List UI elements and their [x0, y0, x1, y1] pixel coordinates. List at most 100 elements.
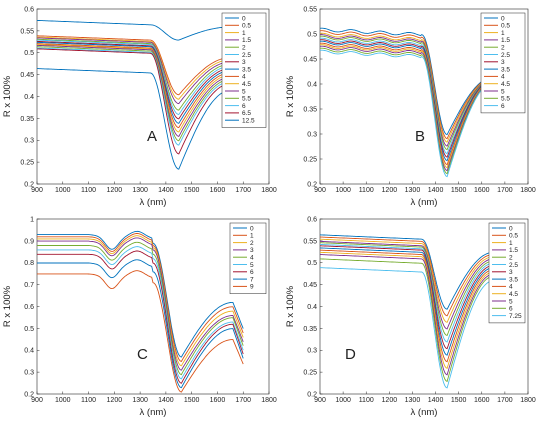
x-tick-label: 900: [31, 397, 43, 404]
series-line-1: [320, 238, 494, 323]
chart-panel-b: 900 1000 1100 1200 1300 1400 1500 1600 1700 1800 0…: [285, 6, 536, 208]
legend-label: 3: [242, 59, 246, 66]
series-line-0.5: [319, 236, 494, 317]
series-line-1.5: [320, 240, 494, 330]
legend-label: 5.5: [501, 96, 510, 103]
legend-label: 6: [242, 103, 246, 110]
y-tick-label: 0.45: [303, 282, 317, 289]
series-line-3: [320, 245, 494, 350]
x-tick-label: 1400: [158, 397, 174, 404]
y-tick-label: 0.35: [303, 326, 317, 333]
series-line-6.5: [37, 48, 231, 155]
y-tick-label: 0.55: [303, 238, 317, 245]
x-tick-label: 900: [314, 187, 326, 194]
legend-label: 1: [242, 30, 246, 37]
y-axis-label: R x 100%: [285, 285, 296, 327]
y-tick-label: 0.5: [307, 31, 317, 38]
x-tick-label: 1400: [158, 187, 174, 194]
legend-label: 12.5: [242, 118, 255, 125]
legend-label: 2.5: [509, 262, 518, 269]
y-tick-label: 0.2: [24, 181, 34, 188]
x-tick-label: 1000: [55, 187, 71, 194]
x-tick-label: 1100: [359, 187, 374, 194]
legend-label: 4: [501, 74, 505, 81]
series-line-2.5: [319, 37, 494, 155]
x-tick-label: 1700: [235, 187, 251, 194]
series-line-2.5: [36, 39, 231, 116]
legend-label: 7.25: [509, 313, 522, 320]
x-tick-label: 1100: [81, 187, 96, 194]
x-tick-label: 1200: [107, 397, 123, 404]
y-tick-label: 0.4: [307, 304, 317, 311]
x-axis-label: λ (nm): [411, 407, 438, 418]
x-tick-label: 1000: [335, 187, 351, 194]
series-line-3.5: [319, 247, 494, 356]
chart-panel-c: 900 1000 1100 1200 1300 1400 1500 1600 1700 1800 0…: [2, 216, 277, 418]
y-tick-label: 0.45: [303, 56, 317, 63]
y-tick-label: 0.4: [24, 348, 34, 355]
y-axis-label: R x 100%: [285, 75, 296, 117]
legend-label: 2: [509, 255, 513, 262]
y-tick-label: 0.3: [24, 370, 34, 377]
y-tick-label: 0.5: [24, 326, 34, 333]
legend-label: 3.5: [509, 276, 518, 283]
legend: 00.511.522.533.544.555.566.512.5: [221, 12, 267, 128]
x-tick-label: 1700: [497, 187, 513, 194]
series-line-4.5: [319, 251, 494, 369]
series-line-0: [319, 27, 494, 136]
legend-label: 3: [509, 269, 513, 276]
legend-label: 2: [501, 45, 505, 52]
x-tick-label: 1200: [107, 187, 123, 194]
y-tick-label: 0.4: [307, 81, 317, 88]
x-tick-label: 1000: [335, 397, 351, 404]
series-line-5: [37, 44, 231, 137]
legend-label: 3.5: [242, 66, 251, 73]
x-axis-label: λ (nm): [140, 407, 167, 418]
y-tick-label: 0.35: [303, 106, 317, 113]
x-tick-label: 1600: [474, 397, 490, 404]
y-tick-label: 0.2: [307, 391, 317, 398]
y-tick-label: 0.25: [303, 156, 317, 163]
series-line-12.5: [37, 68, 231, 170]
legend-box: [480, 12, 526, 114]
panel-letter: D: [345, 346, 356, 363]
legend-label: 0: [509, 225, 513, 232]
series-line-4: [36, 43, 231, 129]
legend-label: 1.5: [501, 37, 510, 44]
legend-label: 0.5: [501, 23, 510, 30]
legend-label: 7: [250, 276, 254, 283]
x-tick-label: 1300: [405, 187, 421, 194]
x-tick-label: 1400: [428, 397, 444, 404]
series-line-6: [36, 47, 231, 146]
x-tick-label: 1300: [132, 187, 148, 194]
legend-label: 2: [242, 45, 246, 52]
legend-label: 6.5: [242, 110, 251, 117]
legend-label: 1.5: [509, 247, 518, 254]
legend-label: 0.5: [509, 233, 518, 240]
legend-label: 1: [509, 240, 513, 247]
legend-label: 3: [501, 59, 505, 66]
legend-label: 0.5: [242, 23, 251, 30]
y-tick-label: 0.2: [307, 181, 317, 188]
series-line-2: [320, 242, 494, 336]
x-tick-label: 1500: [184, 187, 200, 194]
chart-panel-a: 900 1000 1100 1200 1300 1400 1500 1600 1700 1800 0…: [2, 6, 277, 208]
x-tick-label: 1800: [261, 187, 277, 194]
x-tick-label: 1800: [520, 397, 536, 404]
x-tick-label: 1800: [261, 397, 277, 404]
x-tick-label: 1600: [210, 397, 226, 404]
legend-label: 1: [250, 233, 254, 240]
x-tick-label: 1700: [235, 397, 251, 404]
legend-box: [229, 222, 267, 294]
series-line-5.5: [319, 47, 494, 175]
series-line-4: [37, 241, 244, 376]
panel-letter: C: [137, 346, 148, 363]
y-axis-label: R x 100%: [2, 75, 13, 117]
legend-label: 2.5: [242, 52, 251, 59]
legend-label: 5: [242, 88, 246, 95]
legend: 00.511.522.533.544.555.56: [480, 12, 526, 114]
series-line-7.25: [319, 267, 494, 389]
